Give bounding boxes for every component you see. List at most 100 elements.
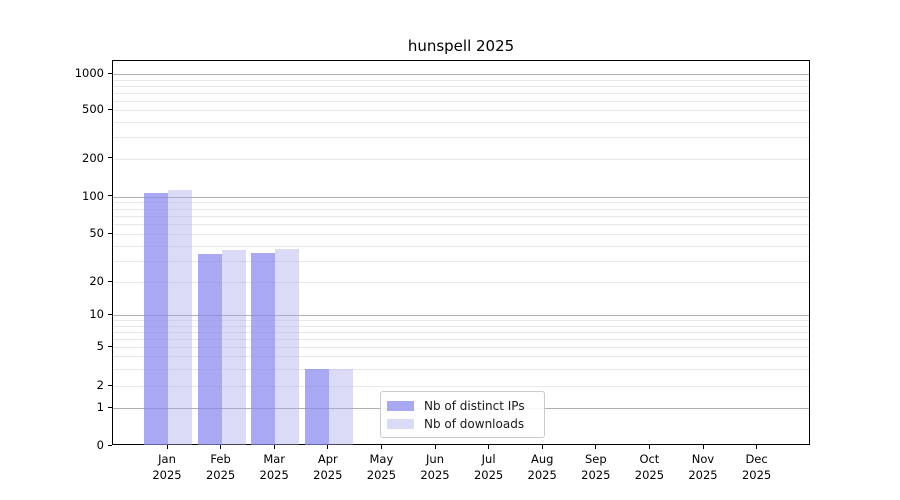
year-label: 2025 — [527, 467, 557, 482]
gridline-minor — [113, 158, 809, 160]
gridline-minor — [113, 122, 809, 124]
month-label: Jan — [158, 452, 176, 466]
y-tick-mark — [108, 384, 112, 386]
x-tick-mark — [273, 445, 275, 449]
month-label: Dec — [745, 452, 768, 466]
month-label: Nov — [691, 452, 715, 466]
y-tick-mark — [108, 444, 112, 446]
x-tick-label-nov: Nov 2025 — [671, 452, 735, 483]
gridline-minor — [113, 85, 809, 87]
x-tick-label-feb: Feb 2025 — [189, 452, 253, 483]
y-tick-label: 10 — [89, 307, 104, 322]
gridline-major — [113, 315, 809, 317]
bar-mar-distinct-ips — [251, 252, 276, 445]
bar-mar-downloads — [275, 248, 300, 445]
gridline-minor — [113, 356, 809, 358]
plot-area — [112, 60, 810, 445]
gridline-minor — [113, 234, 809, 236]
x-tick-label-mar: Mar 2025 — [242, 452, 306, 483]
y-tick-label: 1000 — [74, 66, 104, 81]
y-tick-label: 20 — [89, 274, 104, 288]
month-label: Apr — [317, 452, 338, 466]
gridline-major — [113, 196, 809, 198]
year-label: 2025 — [581, 467, 611, 482]
legend-entry-downloads: Nb of downloads — [387, 417, 536, 431]
y-tick-mark — [108, 157, 112, 159]
gridline-minor — [113, 260, 809, 262]
legend-entry-distinct-ips: Nb of distinct IPs — [387, 399, 536, 413]
year-label: 2025 — [205, 467, 236, 482]
downloads-swatch-icon — [387, 419, 414, 429]
month-label: Mar — [263, 452, 286, 466]
x-tick-mark — [756, 445, 758, 449]
gridline-minor — [113, 331, 809, 333]
y-tick-label: 200 — [82, 150, 104, 165]
x-tick-label-oct: Oct 2025 — [617, 452, 681, 483]
x-tick-mark — [648, 445, 651, 449]
x-tick-label-sep: Sep 2025 — [564, 452, 628, 483]
chart-title: hunspell 2025 — [407, 37, 515, 55]
year-label: 2025 — [259, 467, 289, 482]
bar-jan-downloads — [168, 190, 192, 445]
x-tick-mark — [380, 445, 383, 449]
year-label: 2025 — [688, 467, 718, 482]
gridline-minor — [113, 224, 809, 226]
x-tick-label-dec: Dec 2025 — [725, 452, 789, 483]
gridline-minor — [113, 137, 809, 139]
y-tick-mark — [108, 345, 112, 347]
x-tick-label-apr: Apr 2025 — [296, 452, 360, 483]
gridline-minor — [113, 100, 809, 102]
y-tick-label: 0 — [96, 438, 104, 452]
year-label: 2025 — [420, 467, 450, 482]
x-tick-label-jul: Jul 2025 — [457, 452, 521, 483]
y-tick-label: 5 — [96, 339, 104, 353]
gridline-minor — [113, 110, 809, 112]
bar-apr-distinct-ips — [304, 368, 329, 445]
y-tick-label: 100 — [82, 188, 104, 203]
y-tick-label: 500 — [82, 102, 104, 117]
gridline-major — [113, 74, 809, 76]
month-label: Jul — [481, 452, 496, 466]
gridline-minor — [113, 202, 809, 204]
year-label: 2025 — [473, 467, 504, 482]
year-label: 2025 — [313, 467, 343, 482]
gridline-minor — [113, 320, 809, 322]
year-label: 2025 — [366, 467, 397, 482]
gridline-minor — [113, 245, 809, 247]
x-tick-mark — [702, 445, 704, 449]
bar-feb-downloads — [221, 249, 246, 445]
x-tick-mark — [434, 445, 436, 449]
month-label: May — [369, 452, 394, 466]
x-tick-mark — [166, 445, 168, 449]
month-label: Jun — [426, 452, 444, 466]
y-tick-mark — [108, 108, 112, 110]
legend-label-downloads: Nb of downloads — [424, 417, 525, 431]
bar-jan-distinct-ips — [144, 192, 168, 445]
year-label: 2025 — [741, 467, 772, 482]
month-label: Feb — [210, 452, 231, 466]
x-tick-label-aug: Aug 2025 — [510, 452, 574, 483]
gridline-minor — [113, 79, 809, 81]
x-tick-mark — [541, 445, 543, 449]
x-tick-mark — [488, 445, 490, 449]
gridline-minor — [113, 386, 809, 387]
bar-apr-downloads — [328, 368, 353, 445]
gridline-minor — [113, 282, 809, 283]
x-tick-label-jun: Jun 2025 — [403, 452, 467, 483]
y-tick-label: 2 — [96, 378, 104, 392]
x-tick-label-may: May 2025 — [349, 452, 413, 483]
year-label: 2025 — [634, 467, 665, 482]
y-tick-mark — [108, 232, 112, 234]
gridline-minor — [113, 325, 809, 327]
gridline-minor — [113, 208, 809, 210]
year-label: 2025 — [152, 467, 182, 482]
y-tick-mark — [108, 195, 112, 197]
month-label: Sep — [584, 452, 607, 466]
y-tick-label: 1 — [96, 400, 104, 414]
y-tick-label: 50 — [89, 226, 104, 241]
x-tick-label-jan: Jan 2025 — [135, 452, 199, 483]
gridline-minor — [113, 92, 809, 94]
y-tick-mark — [108, 406, 112, 408]
month-label: Oct — [639, 452, 660, 466]
